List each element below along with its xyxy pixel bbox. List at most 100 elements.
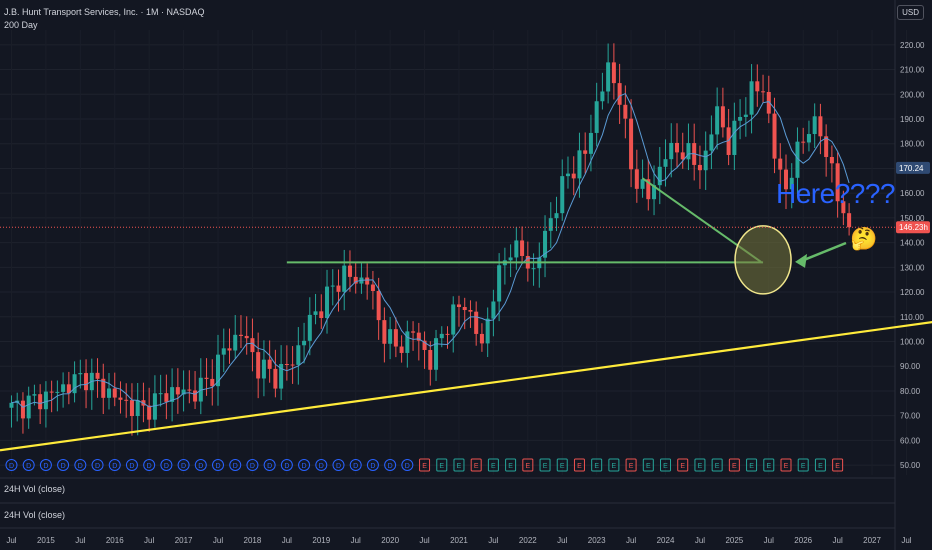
currency-button[interactable]: USD bbox=[897, 5, 924, 20]
earnings-marker-icon[interactable] bbox=[453, 458, 465, 472]
event-marker-glyph: D bbox=[284, 463, 289, 470]
dividend-marker-icon[interactable] bbox=[143, 459, 156, 471]
earnings-marker-icon[interactable] bbox=[436, 458, 448, 472]
target-zone-circle[interactable] bbox=[734, 225, 792, 295]
dividend-marker-icon[interactable] bbox=[246, 459, 259, 471]
dividend-marker-icon[interactable] bbox=[401, 459, 414, 471]
candle-body bbox=[393, 329, 398, 347]
earnings-marker-icon[interactable] bbox=[470, 458, 482, 472]
candle-body bbox=[365, 277, 370, 285]
moving-average-line bbox=[11, 92, 850, 408]
dividend-marker-icon[interactable] bbox=[212, 459, 225, 471]
candle-body bbox=[405, 331, 410, 353]
time-axis[interactable]: Jul 2015 Jul 2016 Jul 2017 Jul 2018 Jul 2019 Jul 20… bbox=[6, 536, 911, 545]
earnings-marker-icon[interactable] bbox=[625, 458, 637, 472]
ma-value-text: 170.24 bbox=[899, 164, 924, 173]
candle-body bbox=[84, 373, 89, 391]
time-tick-label: 2016 bbox=[106, 536, 124, 545]
candle-body bbox=[697, 164, 702, 171]
arrowhead-icon bbox=[795, 253, 808, 268]
dividend-marker-icon[interactable] bbox=[280, 459, 293, 471]
price-axis[interactable]: 50.00 60.00 70.00 80.00 90.00 100.00 110.00 120… bbox=[900, 41, 925, 470]
dividend-marker-icon[interactable] bbox=[349, 459, 362, 471]
earnings-marker-icon[interactable] bbox=[763, 458, 775, 472]
candle-body bbox=[307, 314, 312, 341]
earnings-marker-icon[interactable] bbox=[573, 458, 585, 472]
dividend-marker-icon[interactable] bbox=[125, 459, 138, 471]
symbol-title[interactable]: J.B. Hunt Transport Services, Inc. · 1M … bbox=[4, 7, 205, 17]
dividend-marker-icon[interactable] bbox=[22, 459, 35, 471]
earnings-marker-icon[interactable] bbox=[677, 458, 689, 472]
earnings-marker-icon[interactable] bbox=[419, 458, 431, 472]
time-tick-label: 2020 bbox=[381, 536, 399, 545]
dividend-marker-icon[interactable] bbox=[57, 459, 70, 471]
volume-pane-label-2[interactable]: 24H Vol (close) bbox=[4, 510, 66, 520]
pointing-arrow[interactable] bbox=[795, 241, 847, 268]
event-marker-glyph: D bbox=[198, 463, 203, 470]
arrow-shaft bbox=[798, 241, 847, 264]
candle-body bbox=[399, 346, 404, 353]
candle-body bbox=[370, 284, 375, 291]
time-tick-label: 2024 bbox=[657, 536, 675, 545]
candle-body bbox=[674, 142, 679, 153]
earnings-marker-icon[interactable] bbox=[556, 458, 568, 472]
candle-body bbox=[43, 391, 48, 410]
candle-body bbox=[640, 179, 645, 189]
dividend-marker-icon[interactable] bbox=[315, 459, 328, 471]
time-tick-label: Jul bbox=[557, 536, 567, 545]
dividend-marker-icon[interactable] bbox=[5, 459, 18, 471]
price-tick-label: 190.00 bbox=[900, 115, 925, 124]
indicator-label[interactable]: 200 Day bbox=[4, 20, 38, 30]
earnings-marker-icon[interactable] bbox=[711, 458, 723, 472]
event-marker-glyph: D bbox=[112, 463, 117, 470]
candle-body bbox=[657, 166, 662, 186]
earnings-marker-icon[interactable] bbox=[728, 458, 740, 472]
candle-body bbox=[55, 391, 60, 393]
dividend-marker-icon[interactable] bbox=[160, 459, 173, 471]
candle-body bbox=[49, 391, 54, 393]
dividend-marker-icon[interactable] bbox=[298, 459, 311, 471]
candle-body bbox=[95, 372, 100, 379]
annotation-text[interactable]: Here???? bbox=[776, 178, 895, 209]
earnings-marker-icon[interactable] bbox=[746, 458, 758, 472]
earnings-marker-icon[interactable] bbox=[814, 458, 826, 472]
earnings-marker-icon[interactable] bbox=[797, 458, 809, 472]
time-tick-label: Jul bbox=[351, 536, 361, 545]
earnings-marker-icon[interactable] bbox=[539, 458, 551, 472]
volume-pane-label-1[interactable]: 24H Vol (close) bbox=[4, 484, 66, 494]
dividend-marker-icon[interactable] bbox=[263, 459, 276, 471]
candle-body bbox=[543, 230, 548, 258]
earnings-marker-icon[interactable] bbox=[832, 458, 844, 472]
ascending-trendline[interactable] bbox=[0, 321, 932, 452]
dividend-marker-icon[interactable] bbox=[39, 459, 52, 471]
candle-body bbox=[181, 389, 186, 395]
earnings-marker-icon[interactable] bbox=[591, 458, 603, 472]
earnings-marker-icon[interactable] bbox=[642, 458, 654, 472]
earnings-marker-icon[interactable] bbox=[505, 458, 517, 472]
dividend-marker-icon[interactable] bbox=[108, 459, 121, 471]
price-tick-label: 100.00 bbox=[900, 338, 925, 347]
dividend-marker-icon[interactable] bbox=[384, 459, 397, 471]
candle-body bbox=[565, 173, 570, 177]
dividend-marker-icon[interactable] bbox=[332, 459, 345, 471]
earnings-marker-icon[interactable] bbox=[487, 458, 499, 472]
dividend-marker-icon[interactable] bbox=[229, 459, 242, 471]
event-marker-glyph: E bbox=[525, 463, 530, 470]
dividend-marker-icon[interactable] bbox=[366, 459, 379, 471]
dividend-marker-icon[interactable] bbox=[177, 459, 190, 471]
earnings-marker-icon[interactable] bbox=[694, 458, 706, 472]
dividend-marker-icon[interactable] bbox=[74, 459, 87, 471]
earnings-marker-icon[interactable] bbox=[660, 458, 672, 472]
candle-body bbox=[497, 265, 502, 302]
time-tick-label: 2023 bbox=[588, 536, 606, 545]
earnings-marker-icon[interactable] bbox=[780, 458, 792, 472]
dividend-marker-icon[interactable] bbox=[91, 459, 104, 471]
thinking-face-icon[interactable]: 🤔 bbox=[850, 226, 878, 251]
dividend-marker-icon[interactable] bbox=[194, 459, 207, 471]
earnings-marker-icon[interactable] bbox=[608, 458, 620, 472]
candle-body bbox=[743, 114, 748, 117]
earnings-marker-icon[interactable] bbox=[522, 458, 534, 472]
event-marker-glyph: E bbox=[680, 463, 685, 470]
